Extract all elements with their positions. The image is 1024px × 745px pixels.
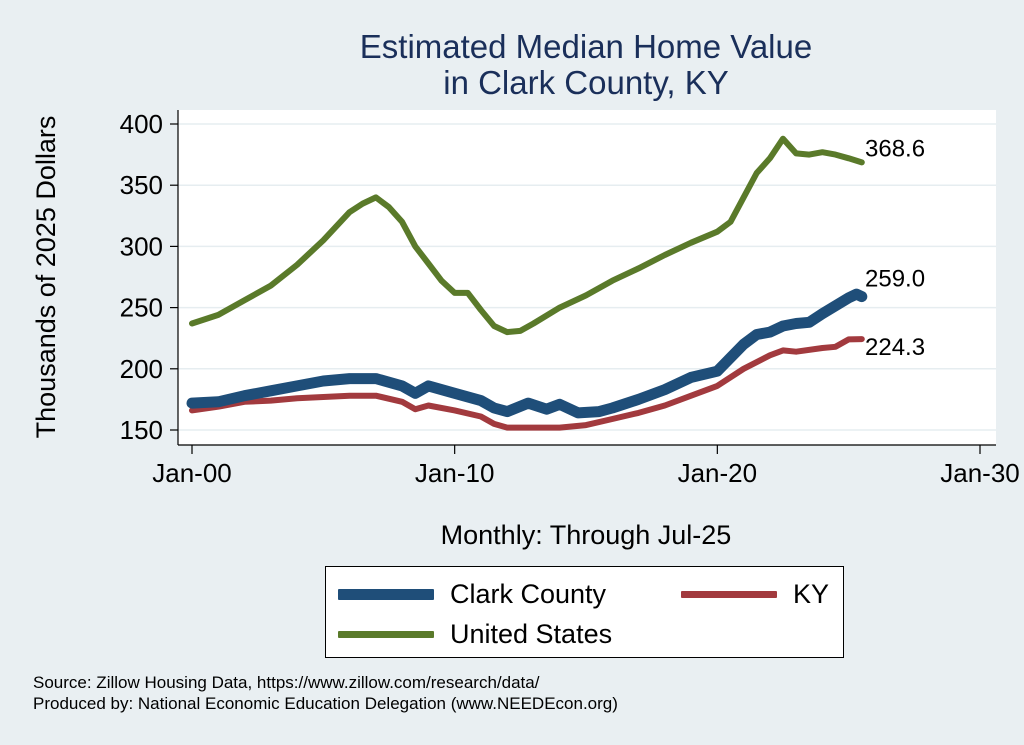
series-line-clark-county — [186, 288, 868, 419]
y-tick-label: 200 — [120, 354, 163, 384]
footer: Source: Zillow Housing Data, https://www… — [33, 672, 618, 714]
y-tick-label: 350 — [120, 170, 163, 200]
x-axis-title: Monthly: Through Jul-25 — [441, 520, 732, 550]
legend-item-united-states: United States — [338, 619, 612, 650]
legend-swatch-clark-county — [338, 589, 434, 600]
chart-title-line-2: in Clark County, KY — [443, 64, 729, 101]
y-tick-label: 250 — [120, 293, 163, 323]
series-layer — [186, 135, 868, 431]
end-label-ky: 224.3 — [865, 334, 925, 361]
legend-swatch-united-states — [338, 631, 434, 638]
end-label-united-states: 368.6 — [865, 135, 925, 162]
x-tick-label: Jan-30 — [940, 458, 1020, 488]
y-tick-label: 300 — [120, 231, 163, 261]
x-axis: Jan-00 Jan-10 Jan-20 Jan-30 — [152, 444, 1020, 488]
legend-item-ky: KY — [681, 579, 829, 610]
source-note: Source: Zillow Housing Data, https://www… — [33, 673, 540, 692]
series-line-ky — [189, 336, 865, 431]
end-label-clark-county: 259.0 — [865, 266, 925, 293]
legend-label-united-states: United States — [450, 619, 613, 649]
legend-item-clark-county: Clark County — [338, 579, 606, 610]
series-line-united-states — [189, 135, 865, 336]
end-labels: 259.0 224.3 368.6 — [865, 135, 925, 361]
y-tick-label: 150 — [120, 415, 163, 445]
legend-swatch-ky — [681, 591, 777, 598]
x-tick-label: Jan-10 — [415, 458, 495, 488]
y-axis: 150 200 250 300 350 400 — [120, 109, 179, 445]
chart-title-line-1: Estimated Median Home Value — [360, 28, 812, 65]
plot-area — [178, 110, 996, 445]
y-axis-title: Thousands of 2025 Dollars — [31, 116, 61, 439]
legend-label-ky: KY — [793, 579, 830, 609]
x-tick-label: Jan-20 — [678, 458, 758, 488]
y-tick-label: 400 — [120, 109, 163, 139]
legend: Clark County KY United States — [325, 566, 844, 658]
legend-label-clark-county: Clark County — [450, 579, 607, 609]
grid-lines — [178, 123, 996, 431]
producer-note: Produced by: National Economic Education… — [33, 694, 618, 713]
x-tick-label: Jan-00 — [152, 458, 232, 488]
